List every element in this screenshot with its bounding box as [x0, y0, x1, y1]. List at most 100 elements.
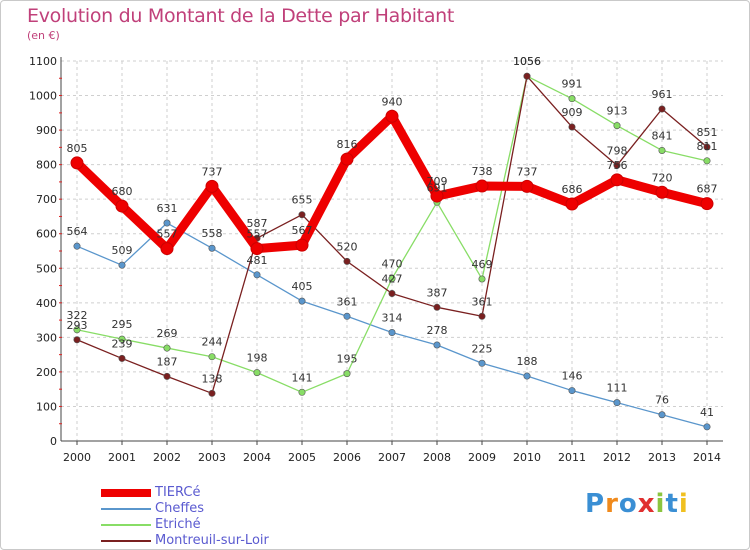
data-point	[385, 109, 399, 123]
data-label: 427	[382, 272, 403, 285]
data-point	[613, 161, 621, 169]
y-tick-label: 400	[36, 297, 57, 310]
data-label: 195	[337, 353, 358, 366]
data-label: 756	[607, 159, 628, 172]
y-tick-label: 200	[36, 366, 57, 379]
data-point	[565, 197, 579, 211]
data-label: 76	[655, 394, 669, 407]
data-label: 269	[157, 327, 178, 340]
data-label: 961	[652, 88, 673, 101]
data-point	[655, 185, 669, 199]
legend-swatch	[101, 508, 151, 510]
data-label: 557	[157, 228, 178, 241]
y-tick-label: 100	[36, 400, 57, 413]
data-point	[523, 72, 531, 80]
data-point	[703, 143, 711, 151]
data-label: 991	[562, 78, 583, 91]
data-point	[253, 271, 261, 279]
data-point	[433, 303, 441, 311]
data-label: 564	[67, 225, 88, 238]
data-point	[250, 242, 264, 256]
x-tick-label: 2011	[558, 451, 586, 464]
axes: 0 100 200 300 400 500 600 700 800 900 1000 1100 2000…	[29, 55, 723, 464]
logo-letter: r	[605, 489, 619, 519]
x-tick-label: 2013	[648, 451, 676, 464]
data-point	[613, 122, 621, 130]
series-lines	[70, 72, 714, 431]
data-label: 631	[157, 202, 178, 215]
logo-letter: x	[637, 489, 656, 519]
legend: TIERCé Cheffes Etriché Montreuil-sur-Loir	[101, 485, 321, 549]
data-label: 111	[607, 382, 628, 395]
data-point	[208, 353, 216, 361]
data-point	[163, 372, 171, 380]
data-label: 1056	[513, 55, 541, 68]
data-point	[658, 105, 666, 113]
data-label: 520	[337, 240, 358, 253]
data-point	[700, 197, 714, 211]
data-point	[343, 257, 351, 265]
data-point	[115, 199, 129, 213]
data-point	[568, 123, 576, 131]
data-label: 737	[517, 165, 538, 178]
legend-label: TIERCé	[155, 485, 201, 500]
y-tick-label: 1100	[29, 55, 57, 68]
data-label: 295	[112, 318, 133, 331]
y-tick-label: 800	[36, 159, 57, 172]
data-point	[475, 179, 489, 193]
data-label: 940	[382, 95, 403, 108]
data-point	[70, 156, 84, 170]
data-point	[610, 173, 624, 187]
data-point	[703, 423, 711, 431]
data-label: 293	[67, 319, 88, 332]
data-label: 278	[427, 324, 448, 337]
data-label: 909	[562, 106, 583, 119]
data-label: 851	[697, 126, 718, 139]
data-point	[298, 297, 306, 305]
data-point	[208, 389, 216, 397]
legend-swatch	[101, 524, 151, 526]
logo-letter: o	[618, 489, 638, 519]
data-label: 481	[247, 254, 268, 267]
x-tick-label: 2002	[153, 451, 181, 464]
data-point	[253, 369, 261, 377]
data-point	[73, 242, 81, 250]
data-label: 188	[517, 355, 538, 368]
data-label: 387	[427, 286, 448, 299]
legend-label: Montreuil-sur-Loir	[155, 533, 269, 548]
data-point	[343, 312, 351, 320]
data-label: 841	[652, 129, 673, 142]
data-point	[523, 372, 531, 380]
data-point	[568, 387, 576, 395]
data-labels: 805 680 557 737 557 567 816 940 709 738 737 686 756 7…	[67, 55, 718, 419]
data-label: 686	[562, 183, 583, 196]
data-label: 361	[337, 295, 358, 308]
legend-swatch	[101, 540, 151, 542]
data-point	[478, 275, 486, 283]
data-label: 198	[247, 352, 268, 365]
chart-unit: (en €)	[27, 29, 60, 42]
data-label: 225	[472, 342, 493, 355]
data-point	[298, 211, 306, 219]
data-label: 558	[202, 227, 223, 240]
data-point	[613, 399, 621, 407]
x-tick-label: 2014	[693, 451, 721, 464]
y-tick-label: 600	[36, 228, 57, 241]
data-point	[388, 329, 396, 337]
x-tick-label: 2010	[513, 451, 541, 464]
data-label: 913	[607, 105, 628, 118]
chart-title: Evolution du Montant de la Dette par Hab…	[27, 5, 455, 27]
data-label: 798	[607, 144, 628, 157]
data-point	[568, 95, 576, 103]
data-point	[163, 219, 171, 227]
grid	[61, 60, 723, 441]
data-label: 146	[562, 370, 583, 383]
data-point	[298, 388, 306, 396]
data-point	[340, 152, 354, 166]
data-label: 141	[292, 371, 313, 384]
data-label: 691	[427, 181, 448, 194]
legend-label: Etriché	[155, 517, 201, 532]
legend-swatch	[101, 489, 151, 497]
x-tick-label: 2001	[108, 451, 136, 464]
